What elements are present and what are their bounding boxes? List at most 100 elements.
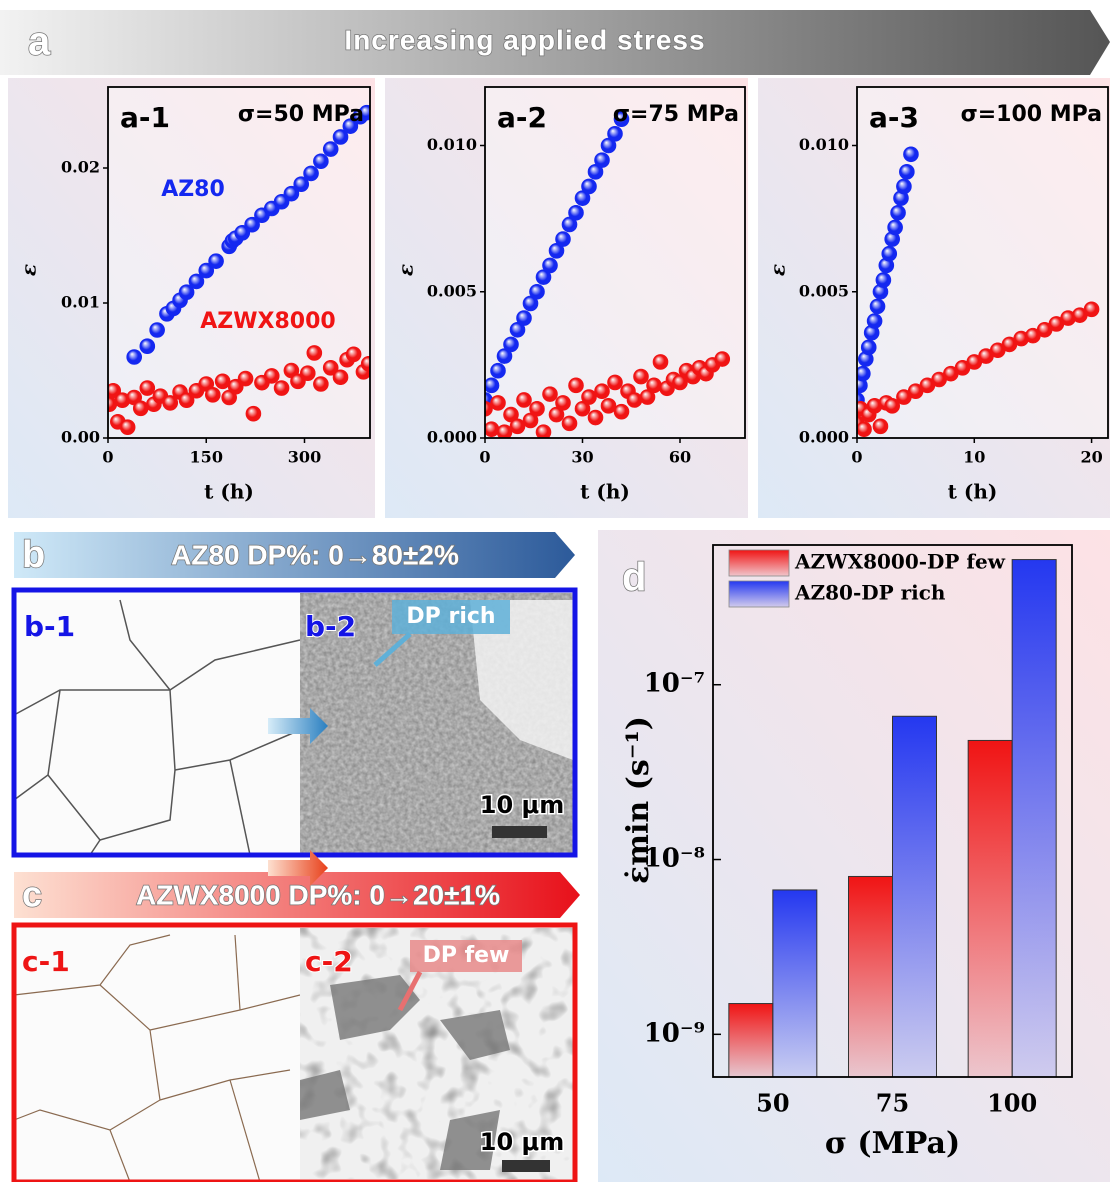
scale-bar <box>492 826 547 838</box>
point <box>543 258 558 273</box>
point <box>899 164 914 179</box>
point <box>150 323 165 338</box>
x-tick-label: 30 <box>571 448 593 467</box>
point <box>484 378 499 393</box>
banner-title: AZWX8000 DP%: 0→20±1% <box>136 879 500 910</box>
bar <box>968 740 1012 1077</box>
annotation: σ=100 MPa <box>961 102 1102 127</box>
point <box>140 339 155 354</box>
x-tick-label: 100 <box>987 1089 1037 1118</box>
point <box>530 401 545 416</box>
sub-label: c-2 <box>305 945 353 978</box>
series-label: AZ80 <box>161 177 225 202</box>
point <box>1084 302 1099 317</box>
point <box>333 370 348 385</box>
annotation: σ=50 MPa <box>238 102 364 127</box>
point <box>127 350 142 365</box>
banner-title: AZ80 DP%: 0→80±2% <box>171 539 459 570</box>
panel-label: d <box>622 556 646 600</box>
legend-label: AZWX8000-DP few <box>794 550 1006 574</box>
point <box>888 220 903 235</box>
y-tick-label: 0.010 <box>799 135 849 154</box>
point <box>627 392 642 407</box>
x-tick-label: 0 <box>479 448 490 467</box>
point <box>647 378 662 393</box>
point <box>307 345 322 360</box>
bar <box>729 1004 773 1077</box>
y-axis-label: ε <box>17 264 41 276</box>
point <box>634 369 649 384</box>
point <box>595 384 610 399</box>
point <box>882 246 897 261</box>
point <box>891 205 906 220</box>
sub-label: b-2 <box>305 610 356 643</box>
x-tick-label: 20 <box>1080 448 1102 467</box>
point <box>304 166 319 181</box>
point <box>346 347 361 362</box>
point <box>653 354 668 369</box>
y-axis-label: ε̇min (s⁻¹) <box>621 716 656 884</box>
point <box>715 352 730 367</box>
x-tick-label: 300 <box>288 448 321 467</box>
y-tick-label: 0.005 <box>799 281 849 300</box>
plot-area <box>857 87 1108 438</box>
callout: DP few <box>423 943 510 968</box>
point <box>608 126 623 141</box>
y-tick-label: 10⁻⁷ <box>644 669 705 699</box>
x-tick-label: 60 <box>669 448 691 467</box>
legend-swatch <box>729 550 789 576</box>
sub-label: b-1 <box>24 610 75 643</box>
y-tick-label: 0.000 <box>799 428 849 447</box>
x-tick-label: 0 <box>102 448 113 467</box>
point <box>857 422 872 437</box>
y-tick-label: 0.00 <box>61 428 100 447</box>
panel-label: a <box>28 20 51 64</box>
point <box>504 337 519 352</box>
legend-label: AZ80-DP rich <box>794 581 946 605</box>
point <box>903 147 918 162</box>
x-axis-label: t (h) <box>204 480 254 504</box>
point <box>873 419 888 434</box>
point <box>896 179 911 194</box>
point <box>614 404 629 419</box>
y-axis-label: ε <box>766 264 790 276</box>
y-tick-label: 0.005 <box>427 281 477 300</box>
point <box>484 422 499 437</box>
panel-label: c <box>22 874 42 915</box>
y-tick-label: 0.01 <box>61 293 100 312</box>
annotation: σ=75 MPa <box>613 102 739 127</box>
header-title: Increasing applied stress <box>344 24 705 55</box>
point <box>215 374 230 389</box>
point <box>517 311 532 326</box>
point <box>209 254 224 269</box>
point <box>556 395 571 410</box>
panel-label: a-1 <box>120 101 170 134</box>
point <box>595 153 610 168</box>
point <box>517 392 532 407</box>
x-tick-label: 50 <box>756 1089 789 1118</box>
point <box>569 205 584 220</box>
y-tick-label: 10⁻⁹ <box>644 1018 705 1048</box>
x-tick-label: 0 <box>851 448 862 467</box>
panel-label: a-3 <box>869 101 919 134</box>
point <box>313 377 328 392</box>
x-axis-label: σ (MPa) <box>825 1126 960 1161</box>
point <box>870 299 885 314</box>
y-axis-label: ε <box>394 264 418 276</box>
point <box>608 375 623 390</box>
point <box>238 371 253 386</box>
point <box>867 314 882 329</box>
scale-bar <box>502 1160 550 1172</box>
point <box>274 381 289 396</box>
point <box>205 387 220 402</box>
point <box>140 381 155 396</box>
legend-swatch <box>729 581 789 607</box>
x-axis-label: t (h) <box>580 480 630 504</box>
point <box>313 154 328 169</box>
point <box>562 416 577 431</box>
point <box>246 406 261 421</box>
callout: DP rich <box>406 604 495 629</box>
point <box>120 420 135 435</box>
point <box>588 410 603 425</box>
series-label: AZWX8000 <box>200 309 335 334</box>
